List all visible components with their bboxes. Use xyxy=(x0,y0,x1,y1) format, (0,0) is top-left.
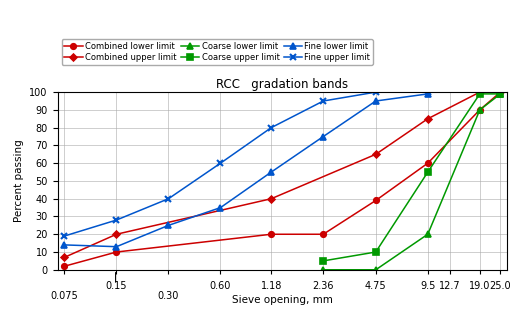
X-axis label: Sieve opening, mm: Sieve opening, mm xyxy=(232,295,333,305)
Text: 0.60: 0.60 xyxy=(210,281,231,291)
Text: 9.5: 9.5 xyxy=(420,281,436,291)
Text: 2.36: 2.36 xyxy=(313,281,334,291)
Title: RCC   gradation bands: RCC gradation bands xyxy=(217,78,348,91)
Y-axis label: Percent passing: Percent passing xyxy=(14,139,24,222)
Text: 0.075: 0.075 xyxy=(51,291,78,301)
Text: 19.0: 19.0 xyxy=(469,281,491,291)
Text: 4.75: 4.75 xyxy=(365,281,386,291)
Legend: Combined lower limit, Combined upper limit, Coarse lower limit, Coarse upper lim: Combined lower limit, Combined upper lim… xyxy=(62,39,373,64)
Text: 25.0: 25.0 xyxy=(490,281,511,291)
Text: 0.15: 0.15 xyxy=(106,281,127,291)
Text: 0.30: 0.30 xyxy=(158,291,179,301)
Text: 1.18: 1.18 xyxy=(260,281,282,291)
Text: 12.7: 12.7 xyxy=(439,281,460,291)
